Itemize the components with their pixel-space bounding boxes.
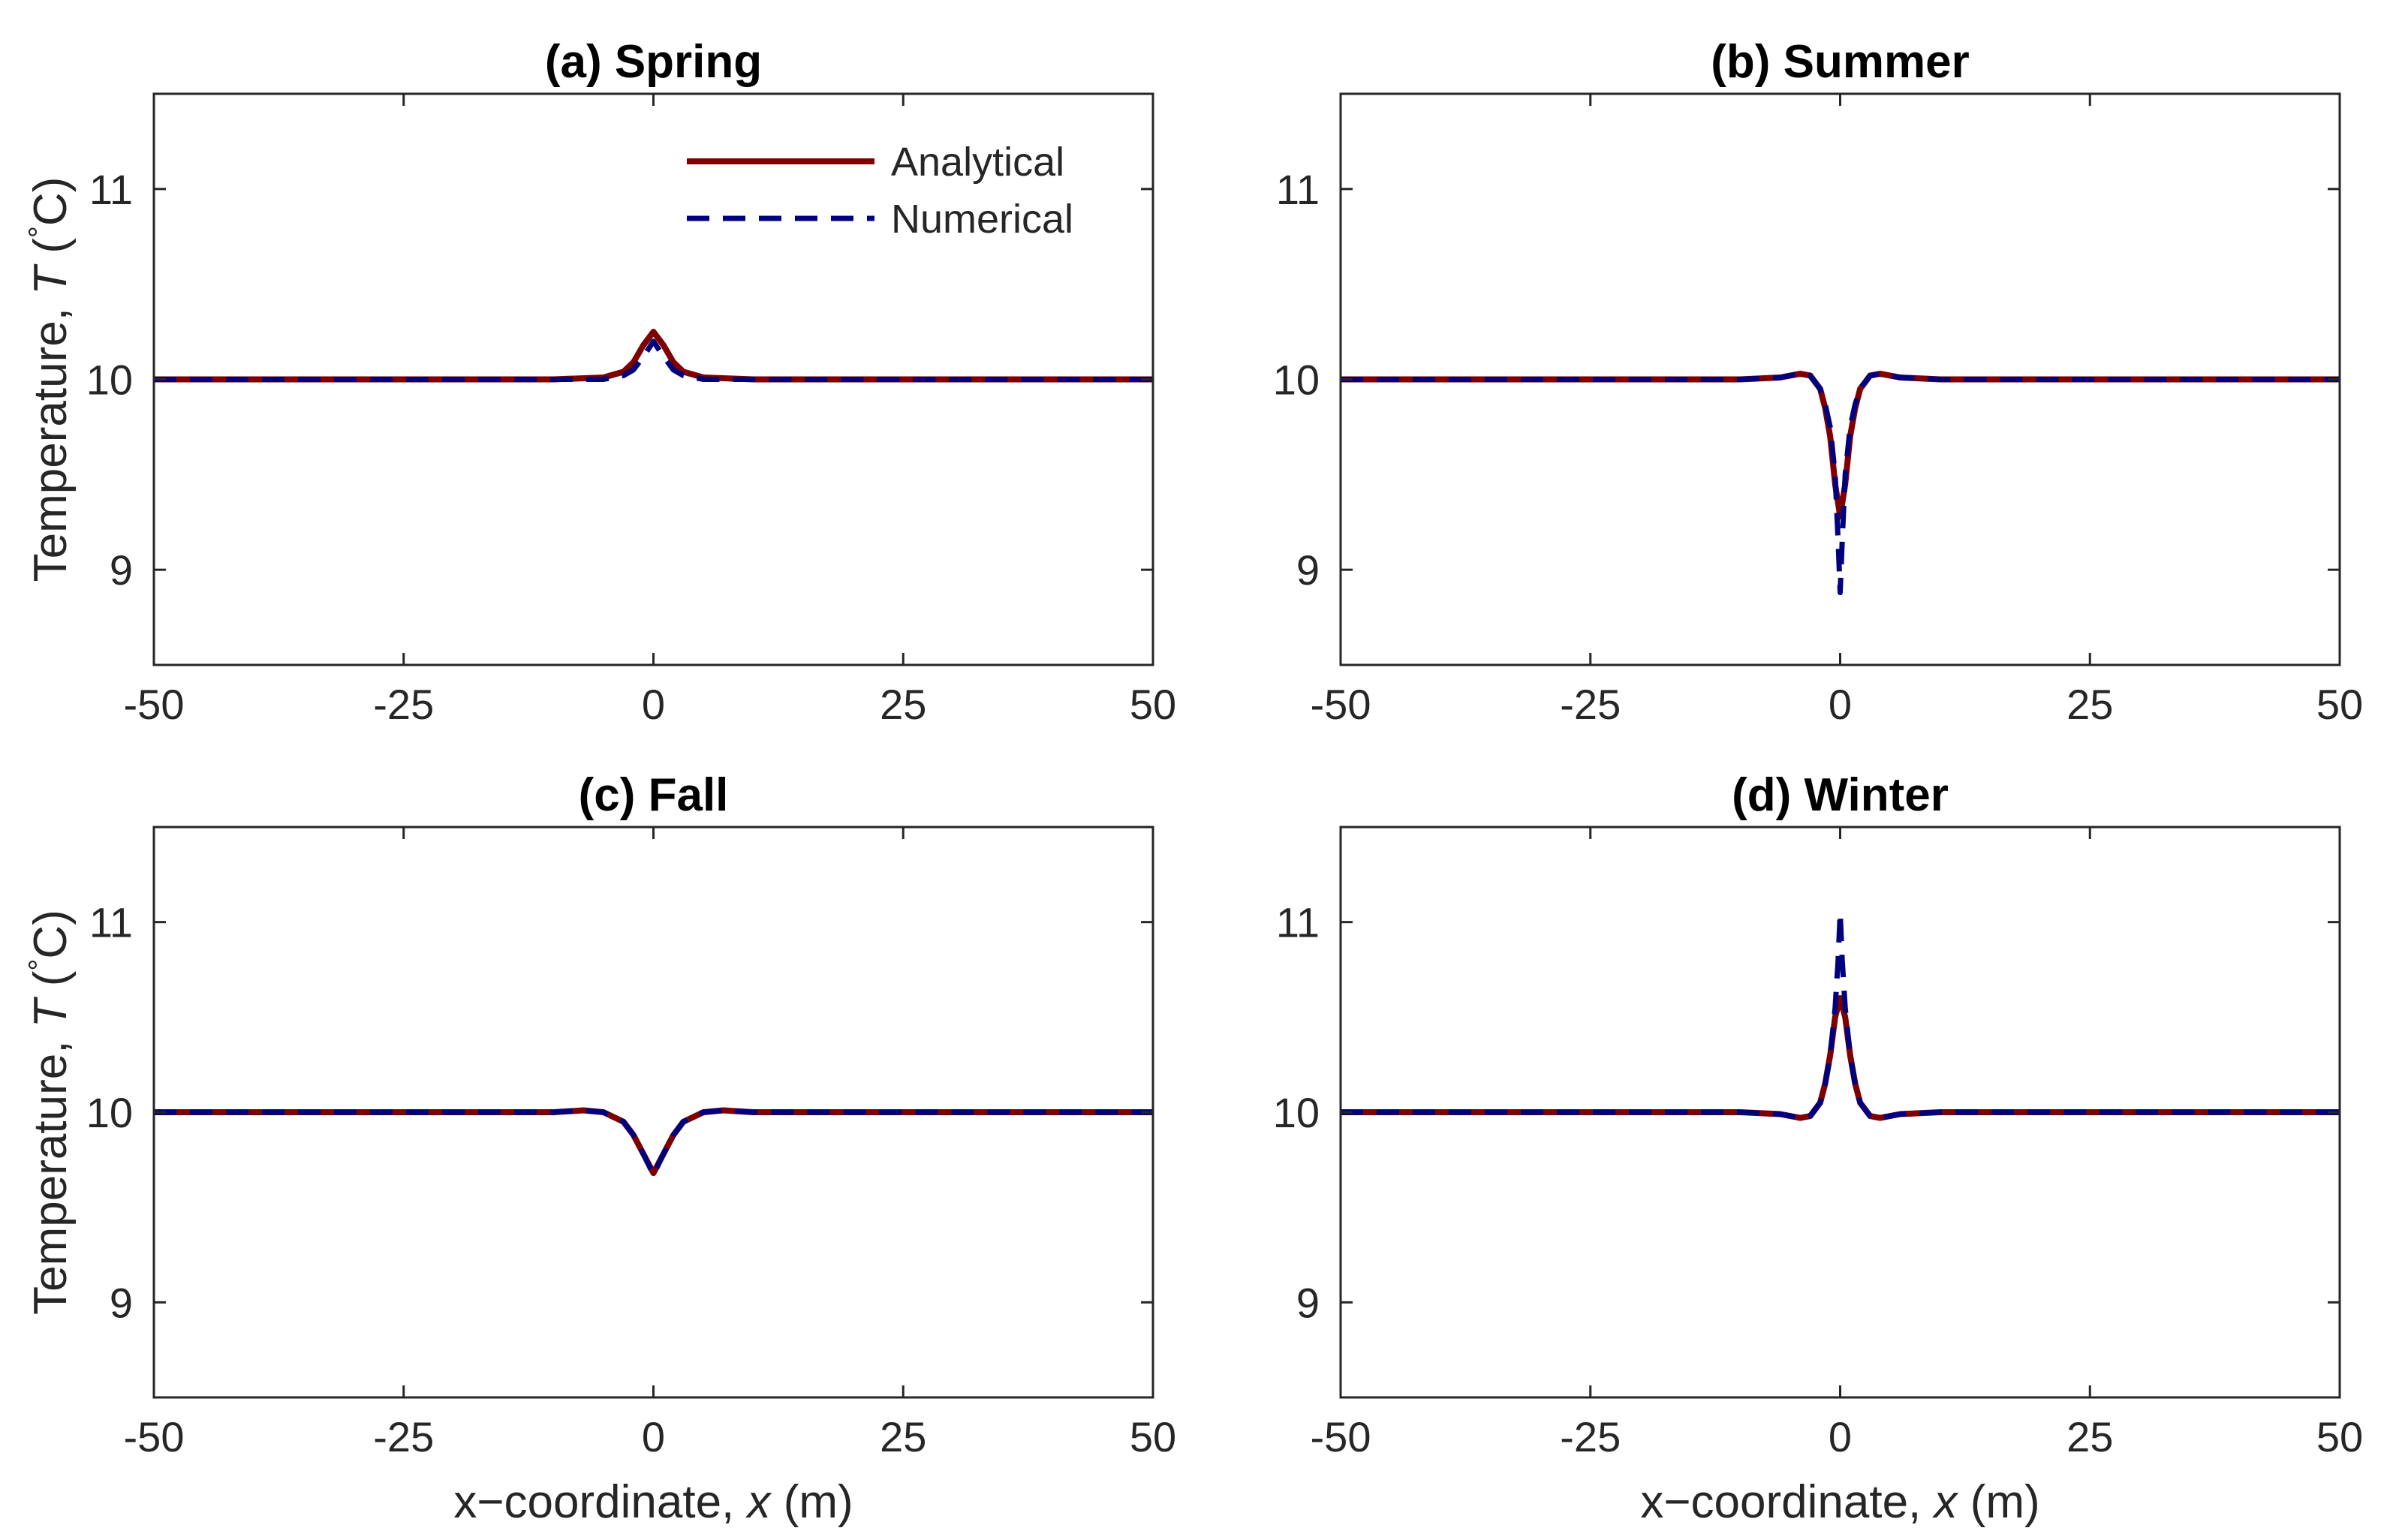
y-tick-label: 11	[89, 899, 133, 946]
panel-3: (c) Fall -50 -25 0 25 50 9 10 11 Temperature, T (…	[23, 769, 1176, 1528]
x-tick-label: -25	[373, 1413, 434, 1460]
series-line-analytical	[154, 1107, 1153, 1177]
y-tick-label: 9	[110, 546, 133, 594]
panel-title: (c) Fall	[579, 769, 729, 821]
x-tick-label: -50	[124, 681, 185, 728]
panel-1: (a) Spring -50 -25 0 25 50 9 10 11 Temperature, T…	[23, 36, 1176, 728]
x-tick-label: 0	[642, 1413, 665, 1460]
y-tick-label: 10	[86, 1089, 133, 1136]
x-tick-label: 0	[642, 681, 665, 728]
series-line-numerical	[1341, 371, 2340, 596]
x-axis-label: x−coordinate, x (m)	[453, 1476, 853, 1528]
y-tick-label: 11	[1276, 166, 1320, 213]
series-line-numerical	[1341, 910, 2340, 1121]
legend-label-analytical: Analytical	[891, 140, 1064, 185]
x-tick-label: -25	[1560, 1413, 1621, 1460]
y-tick-label: 10	[86, 356, 133, 404]
y-tick-label: 10	[1273, 356, 1320, 404]
series-line-numerical	[154, 338, 1153, 382]
panel-4: (d) Winter -50 -25 0 25 50 9 10 11 x−coordinate, …	[1273, 769, 2363, 1528]
x-tick-label: 25	[880, 681, 926, 728]
series-line-analytical	[1341, 995, 2340, 1121]
x-tick-label: 50	[1130, 681, 1176, 728]
panel-title: (a) Spring	[545, 36, 762, 88]
y-tick-label: 11	[1276, 899, 1320, 946]
y-tick-label: 9	[1296, 1279, 1320, 1326]
x-axis-label: x−coordinate, x (m)	[1640, 1476, 2039, 1528]
x-tick-label: 25	[880, 1413, 926, 1460]
x-tick-label: -50	[124, 1413, 185, 1460]
y-tick-label: 9	[110, 1279, 133, 1326]
panel-title: (b) Summer	[1711, 36, 1969, 88]
x-tick-label: -25	[373, 681, 434, 728]
y-axis-label: Temperature, T (°C)	[23, 910, 77, 1315]
series-line-numerical	[154, 1108, 1153, 1178]
series-line-analytical	[1341, 370, 2340, 520]
legend-label-numerical: Numerical	[891, 197, 1073, 242]
x-tick-label: -25	[1560, 681, 1621, 728]
legend: Analytical Numerical	[687, 140, 1073, 242]
x-tick-label: 25	[2066, 1413, 2113, 1460]
y-axis-label: Temperature, T (°C)	[23, 177, 77, 582]
x-tick-label: 0	[1829, 681, 1852, 728]
x-tick-label: 50	[1130, 1413, 1176, 1460]
x-tick-label: -50	[1311, 1413, 1371, 1460]
y-tick-label: 9	[1296, 546, 1320, 594]
y-tick-label: 11	[89, 166, 133, 213]
panel-title: (d) Winter	[1732, 769, 1949, 821]
y-tick-label: 10	[1273, 1089, 1320, 1136]
x-tick-label: 50	[2316, 1413, 2363, 1460]
panel-2: (b) Summer -50 -25 0 25 50 9 10 11	[1273, 36, 2363, 728]
x-tick-label: 50	[2316, 681, 2363, 728]
x-tick-label: -50	[1311, 681, 1371, 728]
x-tick-label: 25	[2066, 681, 2113, 728]
x-tick-label: 0	[1829, 1413, 1852, 1460]
